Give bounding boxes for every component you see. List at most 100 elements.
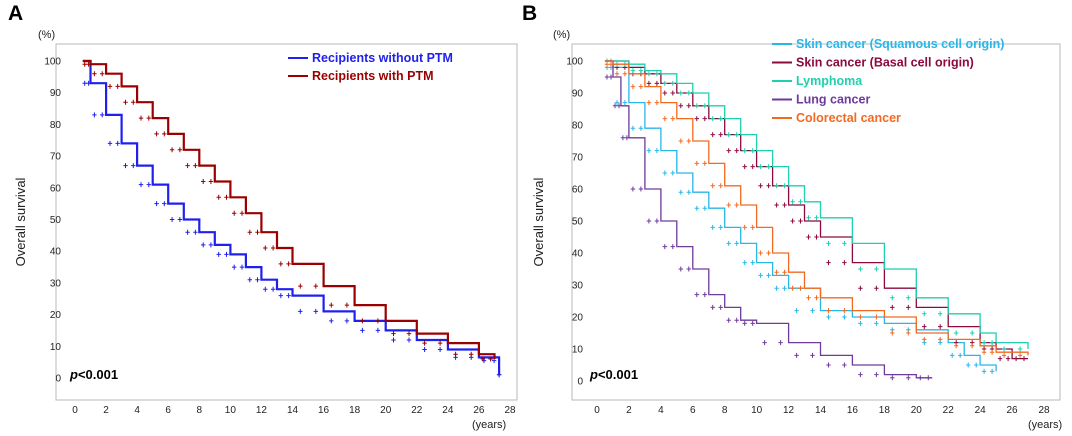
panel-a-censor-mark: [162, 201, 167, 207]
panel-a-censor-mark: [286, 261, 291, 267]
panel-a-y-unit: (%): [38, 29, 55, 41]
panel-b-censor-mark: [794, 308, 799, 314]
panel-a-censor-mark: [344, 318, 350, 324]
panel-a-censor-mark: [193, 229, 198, 235]
panel-a-censor-mark: [131, 99, 136, 105]
panel-a-censor-mark: [232, 264, 237, 270]
panel-a-censor-mark: [375, 327, 381, 333]
panel-a-censor-mark: [278, 261, 283, 267]
panel-a-censor-mark: [92, 71, 97, 77]
panel-b-censor-mark: [654, 71, 660, 77]
panel-b-censor-mark: [798, 199, 803, 205]
panel-b-censor-mark: [814, 215, 819, 221]
panel-a-plot-frame: [55, 43, 518, 401]
panel-b-censor-mark: [842, 362, 847, 368]
panel-b-censor-mark: [890, 295, 895, 301]
panel-b-censor-mark: [750, 320, 755, 326]
panel-a-censor-mark: [313, 308, 318, 314]
panel-b-censor-mark: [622, 100, 628, 106]
panel-b-censor-mark: [678, 138, 683, 144]
panel-b-censor-mark: [782, 285, 787, 291]
panel-b-censor-mark: [826, 314, 831, 320]
panel-a-censor-mark: [360, 318, 365, 324]
panel-b-censor-mark: [646, 148, 652, 154]
panel-b-y-tick-label: 0: [577, 377, 583, 388]
panel-b-censor-mark: [970, 343, 975, 349]
panel-a-censor-mark: [313, 283, 318, 289]
panel-b-y-tick-label: 20: [572, 313, 584, 324]
panel-a-censor-mark: [162, 131, 167, 137]
panel-b-y-unit: (%): [553, 29, 570, 41]
panel-b-censor-mark: [710, 224, 715, 230]
panel-b-censor-mark: [842, 308, 847, 314]
panel-b-censor-mark: [734, 317, 739, 323]
panel-b-censor-mark: [826, 240, 831, 246]
panel-b-series-skin-cancer-squamous-cell-origin: [605, 60, 997, 372]
panel-b-censor-mark: [686, 189, 691, 195]
panel-a-censor-mark: [86, 61, 91, 67]
panel-b-censor-mark: [922, 311, 927, 317]
panel-b-censor-mark: [614, 100, 620, 106]
panel-a-x-tick-label: 12: [256, 405, 268, 416]
panel-a-y-tick-label: 70: [50, 152, 62, 163]
panel-b-censor-mark: [842, 260, 847, 266]
panel-a-censor-mark: [437, 347, 443, 352]
panel-b-censor-mark: [1021, 356, 1027, 362]
panel-b-censor-mark: [774, 285, 779, 291]
panel-b-censor-mark: [826, 260, 831, 266]
panel-b-x-tick-label: 18: [879, 405, 891, 416]
panel-a-legend-label: Recipients without PTM: [312, 51, 453, 65]
panel-b-censor-mark: [630, 186, 636, 192]
panel-b-legend-label: Skin cancer (Basal cell origin): [796, 56, 974, 70]
panel-a-label: A: [8, 2, 23, 25]
panel-a-x-tick-label: 22: [411, 405, 423, 416]
panel-b-censor-mark: [608, 61, 614, 67]
panel-b-x-tick-label: 24: [975, 405, 987, 416]
panel-b-censor-mark: [790, 285, 795, 291]
panel-a-censor-mark: [239, 210, 245, 216]
panel-a-censor-mark: [344, 302, 350, 308]
panel-b-censor-mark: [938, 324, 943, 330]
panel-a-censor-mark: [177, 217, 183, 222]
panel-b-censor-mark: [742, 148, 747, 154]
panel-b-censor-mark: [638, 84, 644, 90]
panel-a-censor-mark: [100, 112, 105, 118]
panel-b-censor-mark: [958, 352, 963, 358]
panel-b-x-tick-label: 0: [594, 405, 600, 416]
panel-a-censor-mark: [86, 80, 91, 86]
panel-a-censor-mark: [82, 80, 87, 86]
panel-b-censor-mark: [890, 375, 895, 381]
panel-b-censor-mark: [874, 372, 879, 378]
panel-a-censor-mark: [255, 277, 260, 283]
panel-b-censor-mark: [742, 164, 747, 170]
panel-b-censor-mark: [874, 285, 879, 291]
panel-b-censor-mark: [926, 375, 931, 381]
panel-b-censor-mark: [906, 295, 911, 301]
panel-a-y-tick-label: 90: [50, 88, 62, 99]
panel-a-censor-mark: [232, 210, 237, 216]
panel-b-censor-mark: [806, 295, 811, 301]
panel-b-censor-mark: [1001, 346, 1007, 352]
panel-a-censor-mark: [255, 229, 260, 235]
panel-b-censor-mark: [710, 116, 715, 122]
panel-b-censor-mark: [906, 330, 911, 336]
panel-b-censor-mark: [670, 116, 675, 122]
panel-a-censor-mark: [270, 245, 276, 251]
panel-b-censor-mark: [1005, 356, 1011, 362]
panel-b-label: B: [522, 2, 537, 25]
panel-b-censor-mark: [938, 336, 943, 342]
panel-a-censor-mark: [329, 302, 334, 308]
panel-b-censor-mark: [826, 362, 831, 368]
panel-a-censor-mark: [82, 61, 87, 67]
panel-a-censor-mark: [169, 147, 175, 153]
panel-b-x-tick-label: 6: [690, 405, 696, 416]
panel-b-series-colorectal-cancer: [605, 60, 1029, 356]
panel-b-censor-mark: [646, 218, 652, 224]
panel-a-legend-label: Recipients with PTM: [312, 69, 434, 83]
panel-a-censor-mark: [208, 242, 214, 248]
panel-b-censor-mark: [1017, 346, 1023, 352]
panel-a-censor-mark: [193, 163, 198, 169]
